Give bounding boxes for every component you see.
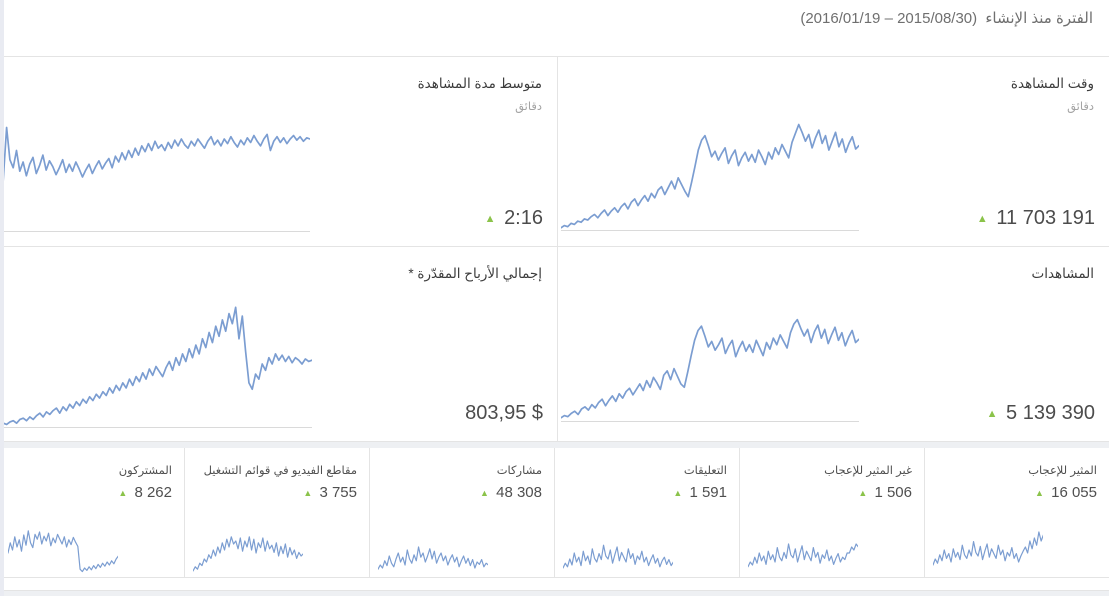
card-dislikes[interactable]: غير المثير للإعجاب ▲ 1 506 bbox=[739, 448, 924, 578]
subscribers-sparkline[interactable] bbox=[8, 514, 118, 574]
card-views[interactable]: المشاهدات ▲ 5 139 390 bbox=[557, 247, 1109, 442]
card-videos-in-playlists[interactable]: مقاطع الفيديو في قوائم التشغيل ▲ 3 755 bbox=[184, 448, 369, 578]
metric-value: 16 055 bbox=[1051, 484, 1097, 501]
card-comments[interactable]: التعليقات ▲ 1 591 bbox=[554, 448, 739, 578]
section-gap bbox=[0, 442, 1109, 448]
trend-up-icon: ▲ bbox=[986, 408, 998, 420]
metric-value-row: ▲ 11 703 191 bbox=[977, 207, 1095, 230]
metric-value: 1 591 bbox=[689, 484, 727, 501]
card-title: إجمالي الأرباح المقدّرة * bbox=[408, 266, 542, 281]
comments-sparkline[interactable] bbox=[563, 514, 673, 574]
card-title: المثير للإعجاب bbox=[1028, 465, 1097, 477]
card-subtitle: دقائق bbox=[1067, 101, 1094, 113]
metrics-row-2: المشاهدات ▲ 5 139 390 إجمالي الأرباح الم… bbox=[0, 247, 1109, 442]
metrics-row-small: المثير للإعجاب ▲ 16 055 غير المثير للإعج… bbox=[0, 448, 1109, 578]
card-title: مقاطع الفيديو في قوائم التشغيل bbox=[203, 465, 357, 477]
trend-up-icon: ▲ bbox=[303, 488, 313, 498]
report-date-range: (2016/01/19 – 2015/08/30) bbox=[800, 10, 978, 27]
page-left-edge bbox=[0, 0, 4, 596]
metric-value-row: ▲ 5 139 390 bbox=[987, 402, 1095, 425]
card-estimated-revenue[interactable]: إجمالي الأرباح المقدّرة * 803,95 $ bbox=[0, 247, 557, 442]
shares-sparkline[interactable] bbox=[378, 514, 488, 574]
trend-up-icon: ▲ bbox=[480, 488, 489, 498]
watch-time-chart[interactable] bbox=[561, 119, 859, 231]
card-likes[interactable]: المثير للإعجاب ▲ 16 055 bbox=[924, 448, 1109, 578]
card-title: مشاركات bbox=[496, 465, 542, 477]
metric-value-row: ▲ 1 506 bbox=[858, 484, 912, 501]
metric-value-row: ▲ 16 055 bbox=[1035, 484, 1097, 501]
card-title: التعليقات bbox=[683, 465, 727, 477]
bottom-spacer bbox=[0, 578, 1109, 590]
metric-value-row: 803,95 $ bbox=[465, 402, 543, 425]
card-subtitle: دقائق bbox=[515, 101, 542, 113]
report-period-label: الفترة منذ الإنشاء bbox=[985, 10, 1093, 27]
metric-value-row: ▲ 3 755 bbox=[303, 484, 357, 501]
metric-value: 5 139 390 bbox=[1006, 402, 1095, 424]
card-average-view-duration[interactable]: متوسط مدة المشاهدة دقائق ▲ 2:16 bbox=[0, 57, 557, 247]
views-chart[interactable] bbox=[561, 312, 859, 422]
likes-sparkline[interactable] bbox=[933, 514, 1043, 574]
trend-up-icon: ▲ bbox=[976, 213, 988, 225]
trend-up-icon: ▲ bbox=[118, 488, 128, 498]
videos-in-playlists-sparkline[interactable] bbox=[193, 514, 303, 574]
metric-value-row: ▲ 48 308 bbox=[480, 484, 542, 501]
next-section-edge bbox=[0, 590, 1109, 596]
metric-value-row: ▲ 8 262 bbox=[118, 484, 172, 501]
metric-value-row: ▲ 2:16 bbox=[485, 207, 543, 230]
average-view-duration-chart[interactable] bbox=[0, 116, 310, 232]
metric-value: 8 262 bbox=[134, 484, 172, 501]
metric-value: 2:16 bbox=[504, 207, 543, 229]
metric-value: 803,95 $ bbox=[465, 402, 543, 424]
metrics-row-1: وقت المشاهدة دقائق ▲ 11 703 191 متوسط مد… bbox=[0, 57, 1109, 247]
trend-up-icon: ▲ bbox=[484, 213, 496, 225]
card-title: المشاهدات bbox=[1031, 266, 1095, 281]
card-shares[interactable]: مشاركات ▲ 48 308 bbox=[369, 448, 554, 578]
metric-value: 3 755 bbox=[319, 484, 357, 501]
trend-up-icon: ▲ bbox=[858, 488, 868, 498]
card-watch-time[interactable]: وقت المشاهدة دقائق ▲ 11 703 191 bbox=[557, 57, 1109, 247]
card-subscribers[interactable]: المشتركون ▲ 8 262 bbox=[0, 448, 184, 578]
trend-up-icon: ▲ bbox=[673, 488, 683, 498]
trend-up-icon: ▲ bbox=[1035, 488, 1044, 498]
metric-value-row: ▲ 1 591 bbox=[673, 484, 727, 501]
metric-value: 1 506 bbox=[874, 484, 912, 501]
card-title: متوسط مدة المشاهدة bbox=[417, 76, 542, 91]
report-period-title: الفترة منذ الإنشاء (2016/01/19 – 2015/08… bbox=[0, 9, 1093, 27]
metric-value: 48 308 bbox=[496, 484, 542, 501]
estimated-revenue-chart[interactable] bbox=[0, 301, 312, 428]
card-title: غير المثير للإعجاب bbox=[824, 465, 912, 477]
card-title: المشتركون bbox=[118, 465, 172, 477]
card-title: وقت المشاهدة bbox=[1010, 76, 1094, 91]
dislikes-sparkline[interactable] bbox=[748, 514, 858, 574]
metric-value: 11 703 191 bbox=[996, 207, 1095, 229]
header: الفترة منذ الإنشاء (2016/01/19 – 2015/08… bbox=[0, 0, 1109, 57]
